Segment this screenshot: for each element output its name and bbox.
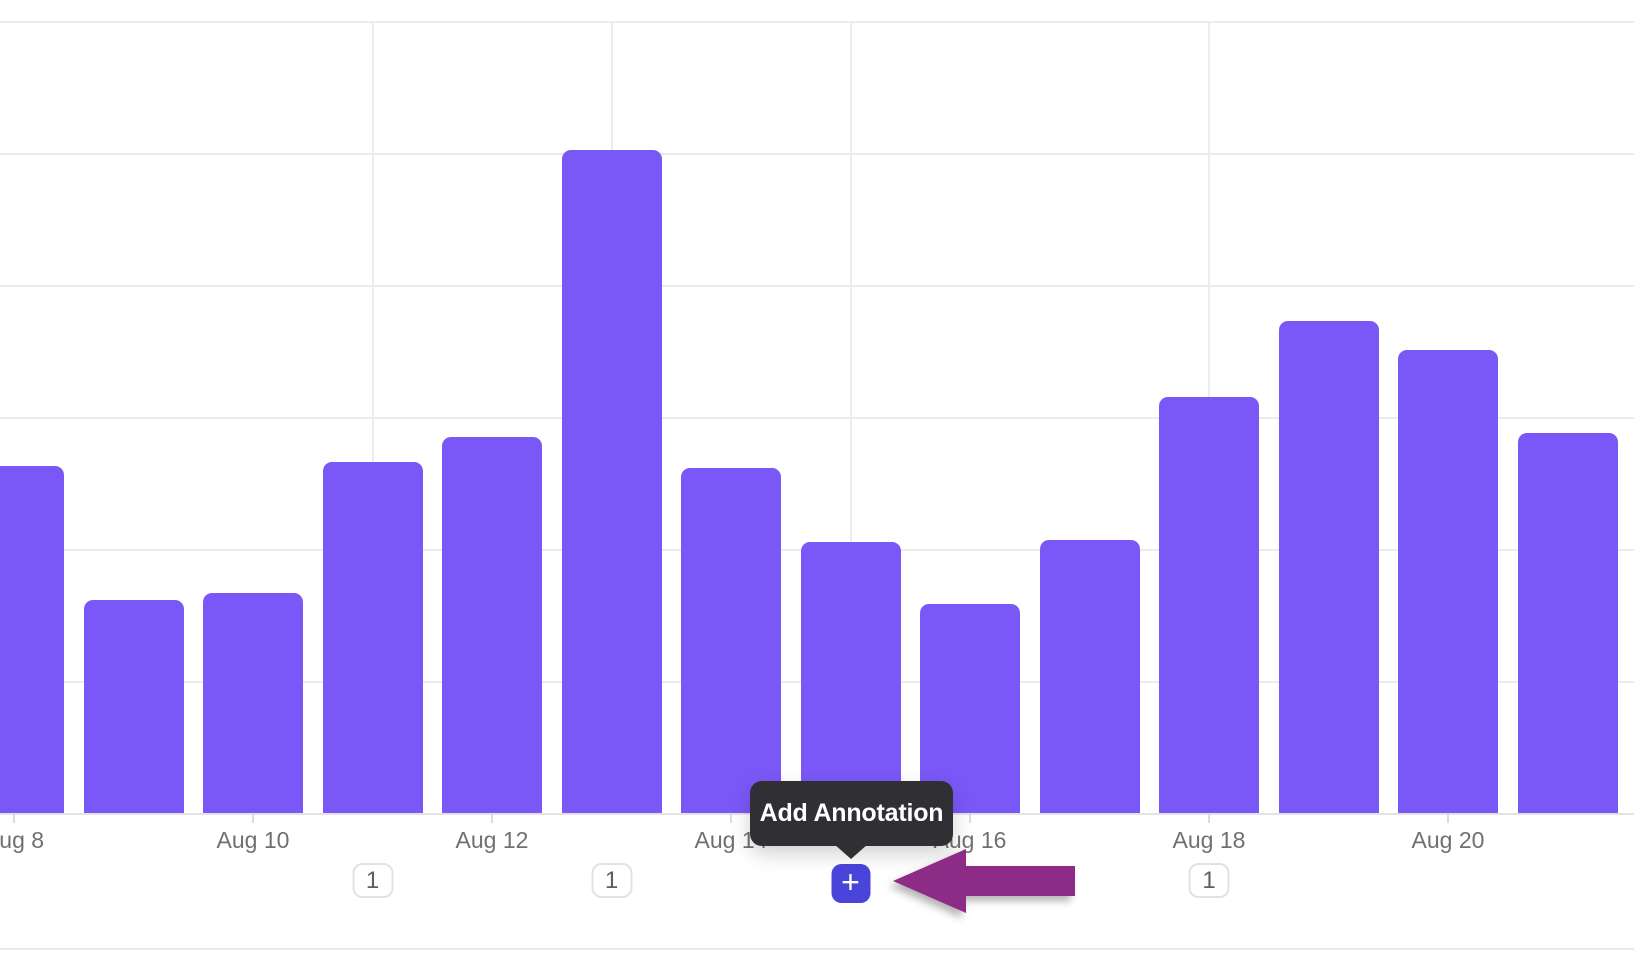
annotation-count-badge[interactable]: 1 [1188,863,1230,898]
horizontal-gridline [0,21,1634,23]
x-axis-tick [969,813,971,823]
x-axis-label: Aug 12 [455,827,529,853]
horizontal-gridline [0,417,1634,419]
bottom-separator [0,948,1634,950]
tooltip-pointer-icon [834,844,868,859]
x-axis-tick [491,813,493,823]
bar-aug-11[interactable] [322,461,423,813]
x-axis-label: Aug 10 [216,827,290,853]
x-axis-tick [1208,813,1210,823]
bar-aug-19[interactable] [1278,320,1379,813]
x-axis-label: Aug 8 [0,827,45,853]
bar-aug-15[interactable] [800,542,901,813]
bar-aug-20[interactable] [1398,349,1498,813]
bar-aug-9[interactable] [83,600,184,813]
annotation-count-badge[interactable]: 1 [352,863,393,898]
bar-aug-10[interactable] [203,592,303,813]
x-axis-tick [730,813,732,823]
x-axis-label: Aug 18 [1172,827,1246,853]
add-annotation-button[interactable]: + [831,864,870,903]
x-axis-label: Aug 20 [1411,827,1485,853]
bar-aug-17[interactable] [1039,539,1140,813]
annotation-count-badge[interactable]: 1 [591,863,632,898]
bar-aug-18[interactable] [1159,397,1259,813]
tooltip-label: Add Annotation [759,799,944,827]
x-axis-tick [13,813,15,823]
bar-aug-21[interactable] [1517,432,1618,813]
add-annotation-tooltip: Add Annotation [750,781,953,859]
x-axis-tick [252,813,254,823]
horizontal-gridline [0,153,1634,155]
bar-aug-12[interactable] [442,436,542,813]
bar-aug-8[interactable] [0,465,64,813]
bar-aug-14[interactable] [681,468,781,813]
x-axis-tick [1447,813,1449,823]
horizontal-gridline [0,285,1634,287]
bar-aug-13[interactable] [561,150,662,813]
bar-aug-16[interactable] [920,604,1020,813]
